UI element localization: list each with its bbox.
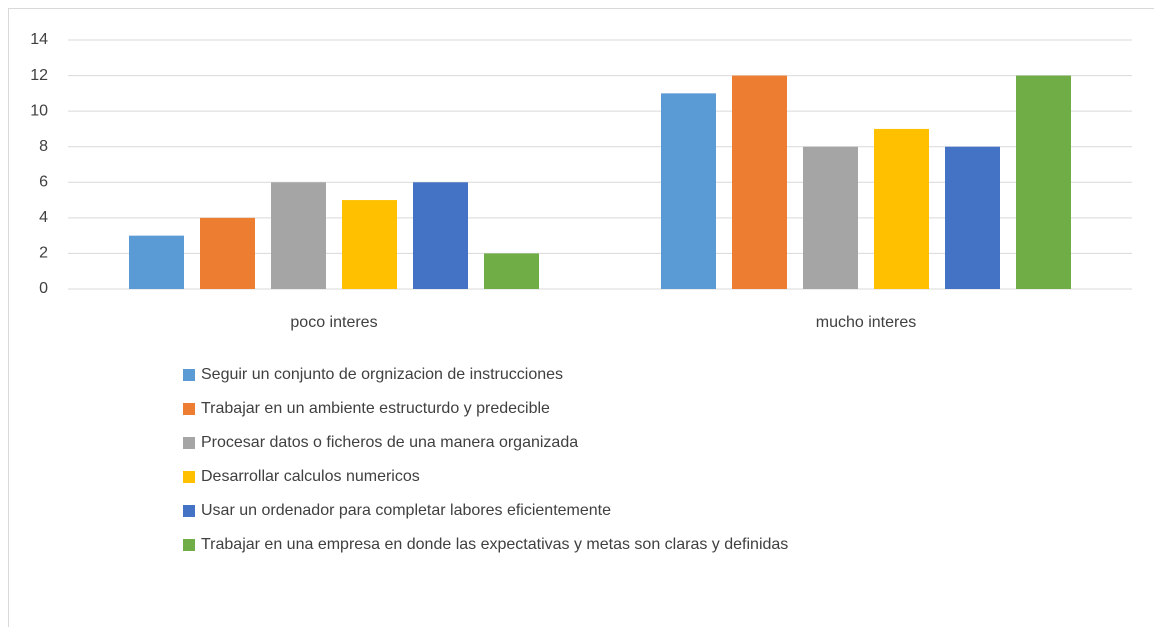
legend-label: Trabajar en un ambiente estructurdo y pr… bbox=[201, 400, 550, 417]
y-tick-label: 0 bbox=[39, 280, 48, 297]
bar bbox=[413, 182, 468, 289]
legend-label: Usar un ordenador para completar labores… bbox=[201, 502, 611, 519]
legend-swatch bbox=[183, 505, 195, 517]
y-tick-label: 10 bbox=[30, 102, 48, 119]
x-tick-label: mucho interes bbox=[816, 314, 917, 331]
y-tick-label: 8 bbox=[39, 138, 48, 155]
y-tick-label: 6 bbox=[39, 174, 48, 191]
y-tick-label: 14 bbox=[30, 31, 48, 48]
bar bbox=[342, 200, 397, 289]
legend-label: Trabajar en una empresa en donde las exp… bbox=[201, 536, 788, 553]
bar bbox=[271, 182, 326, 289]
bar bbox=[661, 93, 716, 289]
bar bbox=[803, 146, 858, 289]
x-tick-label: poco interes bbox=[290, 314, 377, 331]
bar bbox=[1016, 75, 1071, 289]
legend-swatch bbox=[183, 539, 195, 551]
legend-swatch bbox=[183, 403, 195, 415]
legend-label: Seguir un conjunto de orgnizacion de ins… bbox=[201, 366, 563, 383]
y-tick-label: 4 bbox=[39, 209, 48, 226]
y-tick-label: 2 bbox=[39, 245, 48, 262]
legend-swatch bbox=[183, 369, 195, 381]
legend-swatch bbox=[183, 471, 195, 483]
bar bbox=[200, 217, 255, 289]
legend-label: Procesar datos o ficheros de una manera … bbox=[201, 434, 578, 451]
chart-frame bbox=[8, 8, 1154, 627]
bar bbox=[945, 146, 1000, 289]
legend-label: Desarrollar calculos numericos bbox=[201, 468, 420, 485]
bar bbox=[732, 75, 787, 289]
y-tick-label: 12 bbox=[30, 67, 48, 84]
bar bbox=[484, 253, 539, 289]
legend-swatch bbox=[183, 437, 195, 449]
bar bbox=[129, 235, 184, 289]
bar bbox=[874, 128, 929, 289]
